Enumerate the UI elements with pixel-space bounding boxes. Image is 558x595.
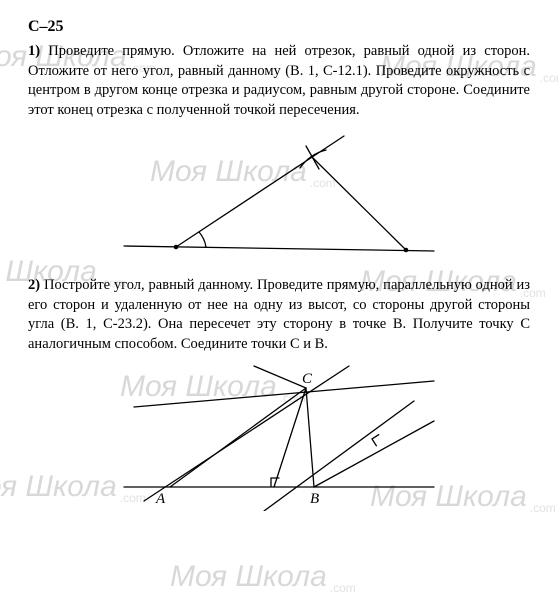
problem-1-text: Проведите прямую. Отложите на ней отрезо… [28, 43, 530, 118]
section-code: С–25 [28, 18, 530, 36]
figure-2: C A B [114, 361, 444, 511]
problem-1: 1) Проведите прямую. Отложите на ней отр… [28, 42, 530, 120]
problem-2-number: 2) [28, 277, 40, 293]
problem-1-number: 1) [28, 43, 40, 59]
problem-2-text: Постройте угол, равный данному. Проведит… [28, 277, 530, 352]
svg-text:A: A [155, 491, 166, 507]
svg-text:C: C [302, 371, 313, 387]
svg-text:B: B [310, 491, 319, 507]
problem-2: 2) Постройте угол, равный данному. Прове… [28, 276, 530, 354]
figure-1 [114, 126, 444, 266]
page-content: С–25 1) Проведите прямую. Отложите на не… [28, 18, 530, 511]
